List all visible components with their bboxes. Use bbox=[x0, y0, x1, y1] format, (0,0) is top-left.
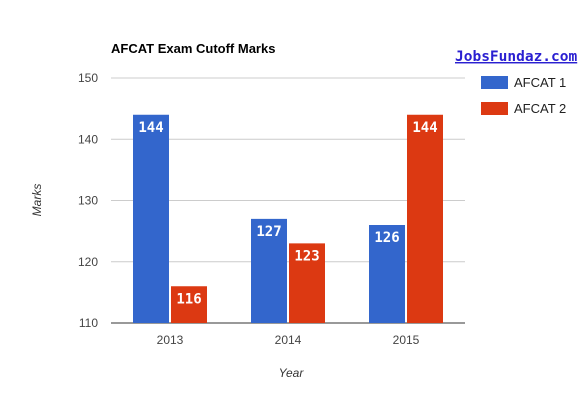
chart-title: AFCAT Exam Cutoff Marks bbox=[111, 41, 275, 56]
y-tick-label: 140 bbox=[78, 132, 98, 146]
bar-afcat-2-2014 bbox=[289, 243, 325, 323]
bar-data-label: 144 bbox=[138, 120, 163, 136]
x-tick-label: 2015 bbox=[393, 333, 420, 347]
legend-label: AFCAT 1 bbox=[514, 75, 566, 90]
watermark: JobsFundaz.com bbox=[455, 49, 577, 65]
bar-afcat-1-2013 bbox=[133, 114, 169, 323]
y-tick-label: 130 bbox=[78, 194, 98, 208]
y-tick-label: 150 bbox=[78, 71, 98, 85]
bar-afcat-2-2015 bbox=[407, 114, 443, 323]
bar-data-label: 116 bbox=[176, 291, 201, 307]
legend-swatch bbox=[481, 102, 508, 115]
x-axis-ticks: 2013 2014 2015 bbox=[157, 333, 420, 347]
legend: AFCAT 1 AFCAT 2 bbox=[481, 75, 566, 116]
x-tick-label: 2013 bbox=[157, 333, 184, 347]
bar-data-label: 126 bbox=[374, 230, 399, 246]
bar-afcat-1-2015 bbox=[369, 225, 405, 323]
bars: 144 116 127 123 126 144 bbox=[133, 114, 443, 323]
bar-data-label: 127 bbox=[256, 224, 281, 240]
bar-afcat-2-2013 bbox=[171, 286, 207, 323]
y-tick-label: 120 bbox=[78, 255, 98, 269]
bar-data-label: 123 bbox=[294, 248, 319, 264]
bar-afcat-1-2014 bbox=[251, 218, 287, 323]
legend-label: AFCAT 2 bbox=[514, 101, 566, 116]
y-tick-label: 110 bbox=[79, 316, 98, 330]
x-axis-title: Year bbox=[279, 366, 305, 380]
y-axis-ticks: 110 120 130 140 150 bbox=[78, 71, 98, 330]
gridlines bbox=[111, 77, 465, 324]
x-tick-label: 2014 bbox=[275, 333, 302, 347]
legend-swatch bbox=[481, 76, 508, 89]
y-axis-title: Marks bbox=[30, 184, 44, 217]
bar-data-label: 144 bbox=[412, 120, 437, 136]
